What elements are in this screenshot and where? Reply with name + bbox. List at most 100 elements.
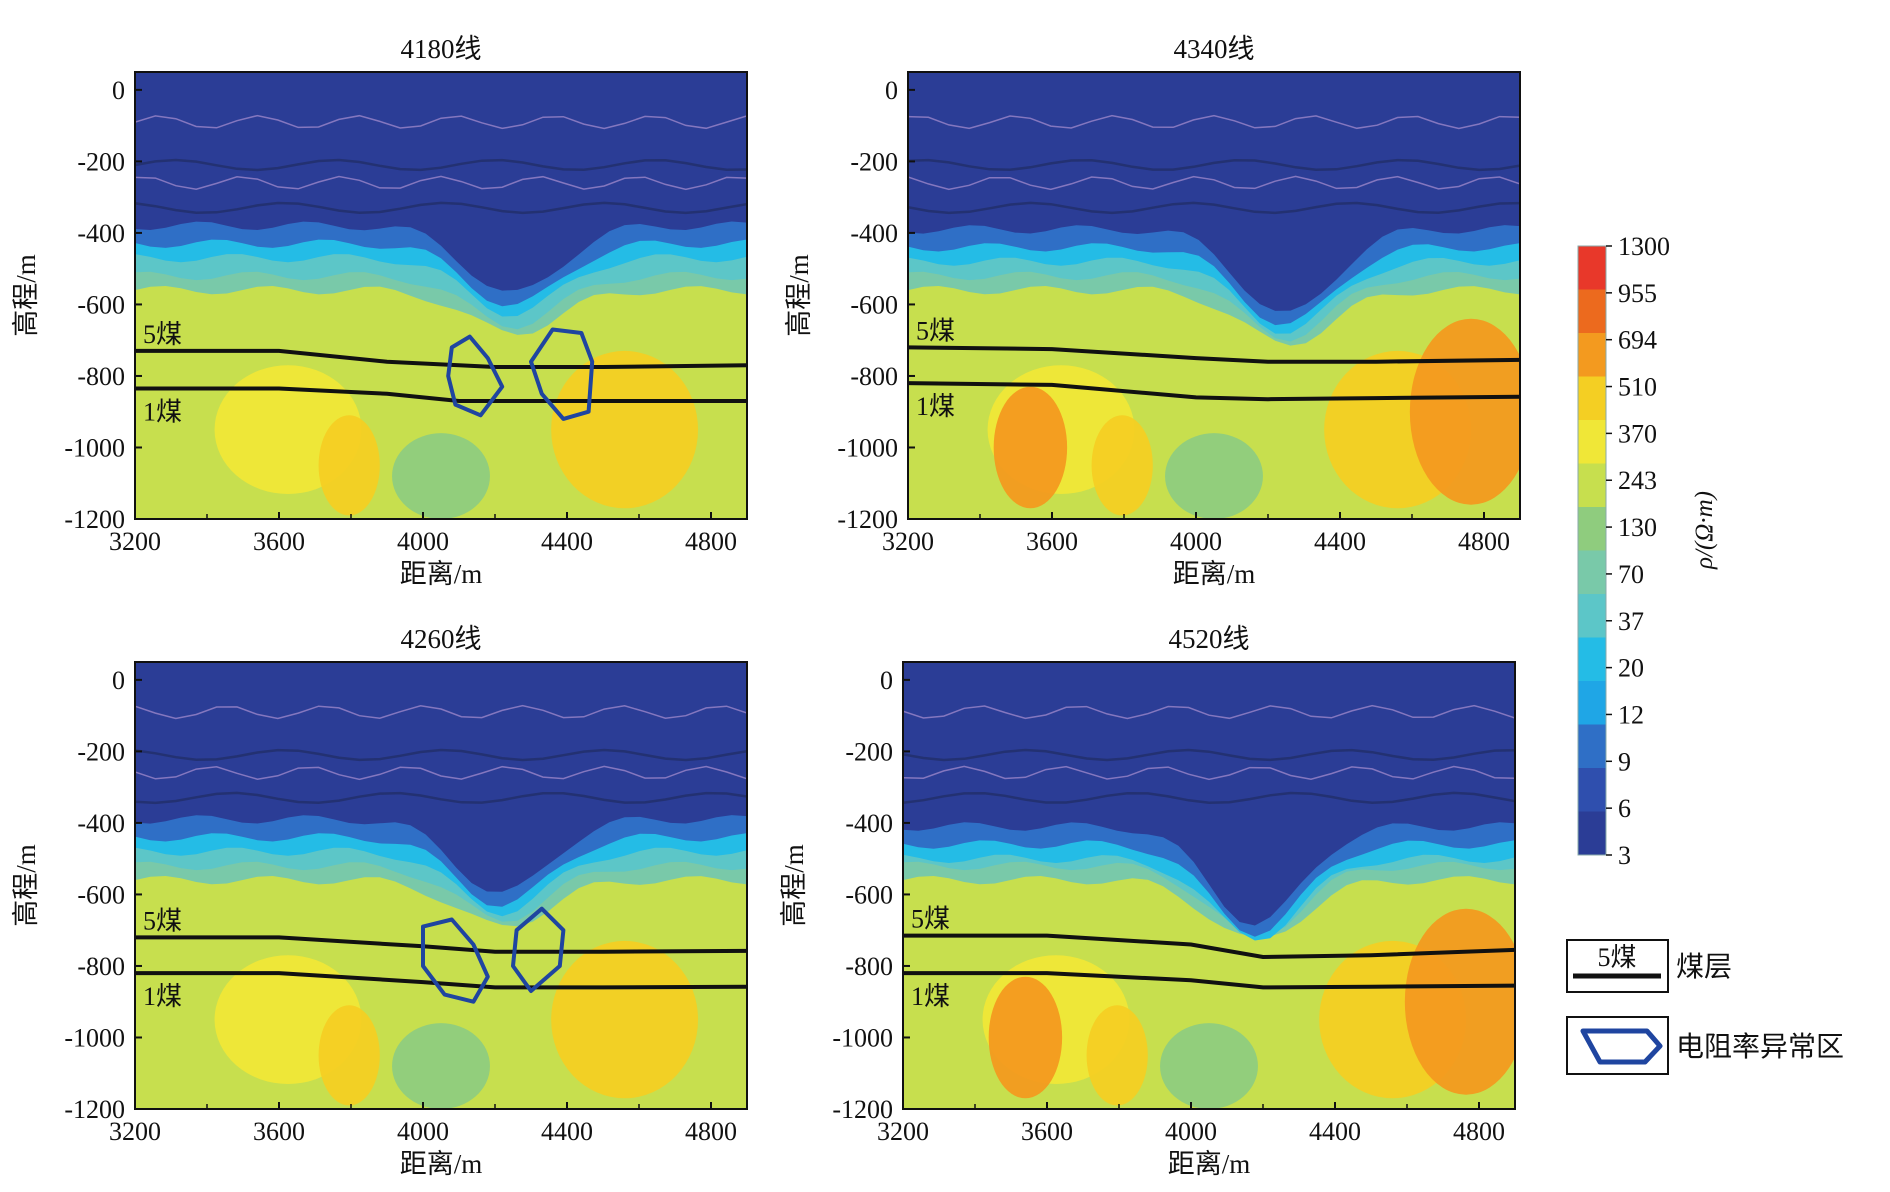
- colorbar-swatch: [1578, 507, 1606, 551]
- y-tick-label: -1000: [64, 1023, 125, 1052]
- contour-line: [903, 748, 1515, 762]
- y-tick-label: -1200: [837, 505, 898, 534]
- colorbar-swatch: [1578, 811, 1606, 856]
- resistivity-blob: [318, 415, 380, 516]
- coal-seam-1: [903, 971, 1515, 990]
- colorbar-tick-label: 694: [1618, 326, 1657, 355]
- y-axis-label: 高程/m: [784, 254, 814, 337]
- contour-line: [135, 175, 747, 191]
- resistivity-blob: [1086, 1005, 1148, 1106]
- y-tick-label: -400: [845, 809, 893, 838]
- x-tick-label: 3200: [882, 527, 934, 556]
- x-axis-label: 距离/m: [1173, 559, 1256, 589]
- y-tick-label: -400: [850, 219, 898, 248]
- colorbar-swatch: [1578, 637, 1606, 682]
- colorbar-swatch: [1578, 463, 1606, 508]
- resistivity-blob: [988, 976, 1063, 1099]
- y-tick-label: 0: [880, 666, 893, 695]
- y-tick-label: -600: [850, 290, 898, 319]
- contour-line: [903, 791, 1515, 805]
- seam-label-5: 5煤: [143, 906, 182, 935]
- colorbar-tick-label: 37: [1618, 607, 1644, 636]
- colorbar-tick-label: 243: [1618, 466, 1657, 495]
- legend: 5煤 煤层 电阻率异常区: [1566, 939, 1844, 1075]
- colorbar-tick-label: 955: [1618, 279, 1657, 308]
- x-tick-label: 4800: [1458, 527, 1510, 556]
- x-axis-label: 距离/m: [1168, 1149, 1251, 1179]
- y-tick-label: 0: [885, 76, 898, 105]
- resistivity-band: [135, 662, 747, 892]
- colorbar-swatches: [1577, 245, 1607, 856]
- y-tick-label: -800: [77, 362, 125, 391]
- y-tick-label: -200: [77, 147, 125, 176]
- contour-line: [135, 158, 747, 172]
- x-tick-label: 4400: [1309, 1117, 1361, 1146]
- resistivity-field: [135, 662, 747, 1109]
- resistivity-blob: [1165, 433, 1263, 519]
- resistivity-band: [903, 662, 1515, 926]
- colorbar-label: ρ/(Ω·m): [1691, 491, 1718, 570]
- contour-line: [908, 175, 1520, 191]
- panel-4520: 5煤 1煤 4520线 3200 3600 4000 4400 4800 0 -200 -400 -6…: [779, 624, 1516, 1179]
- colorbar-tick-label: 130: [1618, 513, 1657, 542]
- colorbar: 1300 955 694 510 370 243 130 70 37 20 12 9 6 3 ρ/(Ω·m…: [1577, 232, 1718, 870]
- legend-coal-label: 煤层: [1676, 951, 1732, 983]
- colorbar-swatch: [1578, 550, 1606, 595]
- colorbar-tick-label: 70: [1618, 560, 1644, 589]
- y-tick-label: -600: [845, 880, 893, 909]
- resistivity-blob: [1409, 318, 1520, 505]
- y-tick-label: -600: [77, 880, 125, 909]
- seam-label-1: 1煤: [143, 397, 182, 426]
- colorbar-swatch: [1578, 724, 1606, 769]
- seam-label-1: 1煤: [911, 982, 950, 1011]
- coal-seam-5: [135, 935, 747, 954]
- resistivity-blob: [392, 1023, 490, 1109]
- x-axis-label: 距离/m: [400, 1149, 483, 1179]
- y-tick-label: -400: [77, 809, 125, 838]
- coal-seam-1: [135, 386, 747, 403]
- seam-label-1: 1煤: [143, 982, 182, 1011]
- y-tick-label: -800: [77, 952, 125, 981]
- y-tick-label: -1200: [64, 505, 125, 534]
- anomaly-zone: [511, 906, 566, 993]
- x-tick-label: 4000: [397, 527, 449, 556]
- colorbar-swatch: [1578, 246, 1606, 290]
- coal-seam-5: [903, 933, 1515, 960]
- resistivity-blob: [551, 350, 699, 509]
- y-tick-label: -600: [77, 290, 125, 319]
- y-tick-label: -200: [845, 737, 893, 766]
- colorbar-tick-label: 370: [1618, 419, 1657, 448]
- x-tick-label: 4000: [1165, 1117, 1217, 1146]
- y-tick-label: -1000: [837, 433, 898, 462]
- coal-seam-1: [908, 381, 1520, 402]
- contour-line: [903, 704, 1515, 720]
- colorbar-tick-label: 1300: [1618, 232, 1670, 261]
- colorbar-tick-label: 510: [1618, 373, 1657, 402]
- resistivity-blob: [318, 1005, 380, 1106]
- resistivity-blob: [1091, 415, 1153, 516]
- y-tick-label: -800: [850, 362, 898, 391]
- colorbar-tick-label: 3: [1618, 841, 1631, 870]
- x-tick-label: 3200: [109, 527, 161, 556]
- y-tick-label: -400: [77, 219, 125, 248]
- contour-line: [135, 704, 747, 720]
- colorbar-swatch: [1578, 594, 1606, 638]
- contour-line: [135, 765, 747, 781]
- legend-anomaly-label: 电阻率异常区: [1676, 1031, 1844, 1063]
- resistivity-field: [908, 72, 1520, 519]
- y-tick-label: -200: [850, 147, 898, 176]
- y-tick-label: -1000: [64, 433, 125, 462]
- x-tick-label: 4800: [685, 1117, 737, 1146]
- colorbar-swatch: [1578, 768, 1606, 812]
- x-tick-label: 3600: [253, 527, 305, 556]
- y-tick-label: 0: [112, 666, 125, 695]
- x-tick-label: 3600: [1021, 1117, 1073, 1146]
- colorbar-frame: [1577, 245, 1607, 856]
- resistivity-band: [908, 72, 1520, 311]
- panel-4260: 5煤 1煤 4260线 3200 3600 4000 4400 4800 0 -200 -400 -6…: [11, 624, 748, 1179]
- y-axis-label: 高程/m: [11, 254, 41, 337]
- seam-label-5: 5煤: [916, 316, 955, 345]
- contour-line: [908, 201, 1520, 215]
- legend-coal-box: [1566, 939, 1669, 993]
